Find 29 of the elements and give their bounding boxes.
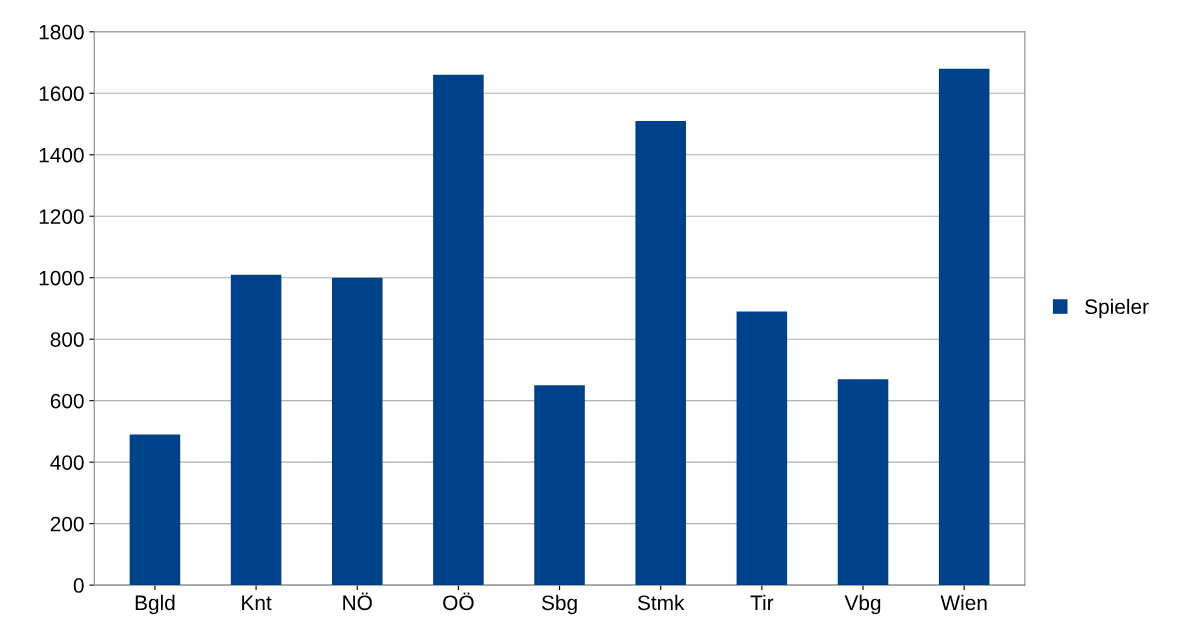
bar	[129, 434, 181, 586]
y-tick-label: 200	[50, 516, 84, 532]
bar	[635, 120, 686, 586]
legend-label: Spieler	[1085, 298, 1149, 319]
bar	[331, 277, 383, 586]
bar	[534, 385, 585, 586]
x-tick-label: Tir	[750, 594, 774, 610]
y-tick-label: 1600	[39, 86, 84, 102]
x-tick-label: NÖ	[343, 592, 372, 611]
x-tick-label: Sbg	[541, 594, 577, 615]
x-tick-label: Bgld	[135, 594, 175, 615]
bar	[433, 74, 484, 586]
x-tick-label: Stmk	[637, 594, 685, 611]
x-tick-label: OÖ	[443, 592, 474, 611]
x-tick-label: Knt	[242, 595, 272, 611]
y-tick-label: 400	[50, 455, 84, 470]
y-tick-label: 0	[73, 578, 84, 593]
y-tick-label: 1000	[39, 270, 84, 286]
y-tick-label: 1200	[39, 209, 84, 224]
x-tick-label: Vbg	[844, 594, 881, 615]
bar	[736, 311, 788, 586]
y-tick-label: 1400	[39, 147, 84, 163]
y-tick-label: 800	[50, 332, 84, 347]
y-tick-label: 1800	[39, 24, 84, 40]
bar	[230, 274, 282, 586]
x-tick-label: Wien	[940, 594, 987, 611]
y-tick-label: 600	[50, 393, 84, 409]
bar	[837, 379, 889, 586]
bar	[938, 68, 990, 586]
